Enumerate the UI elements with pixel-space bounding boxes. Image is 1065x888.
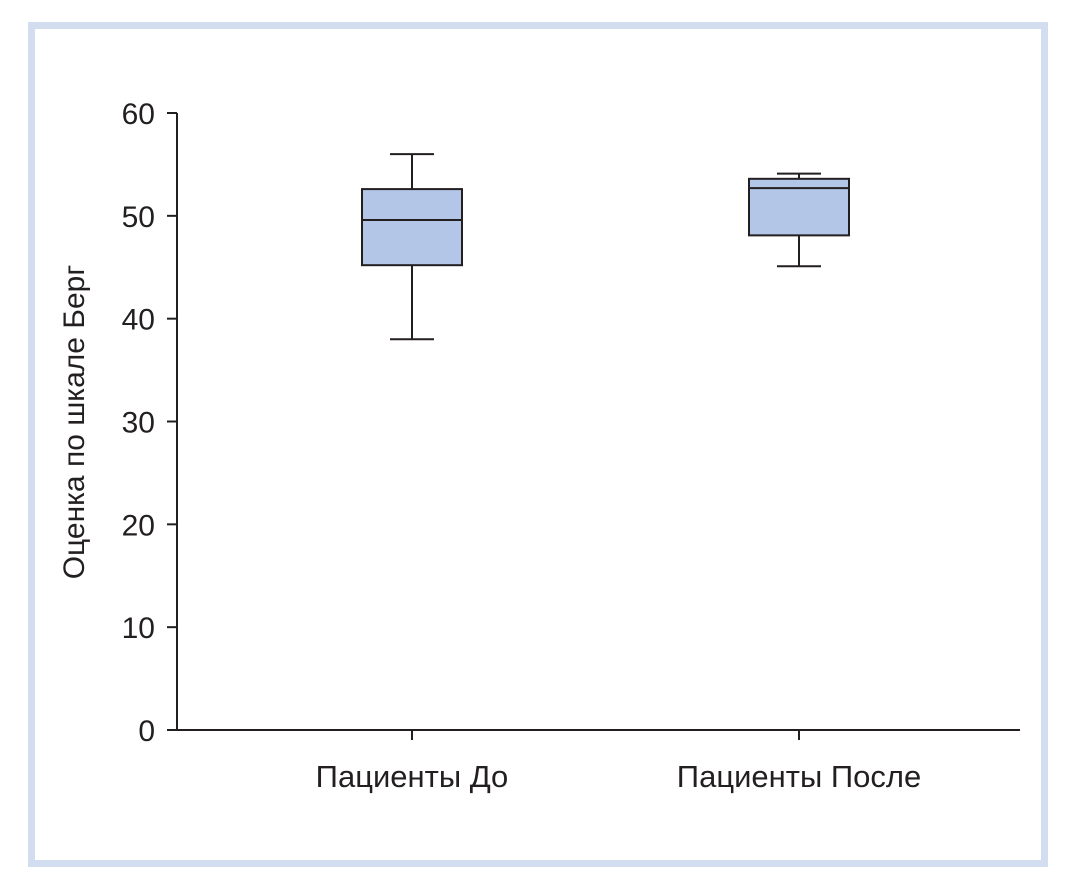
chart-frame [28, 22, 1048, 867]
y-tick-label: 50 [122, 201, 155, 234]
y-tick-label: 30 [122, 407, 155, 440]
axes: 0 10 20 30 40 50 60 [122, 98, 1020, 748]
y-tick-label: 20 [122, 509, 155, 542]
y-tick-label: 10 [122, 612, 155, 645]
iqr-box [361, 188, 463, 267]
y-tick-label: 0 [138, 715, 155, 748]
x-category-label: Пациенты После [677, 759, 921, 794]
y-tick-label: 60 [122, 98, 155, 131]
box-1 [361, 153, 463, 341]
y-axis-title: Оценка по шкале Берг [58, 265, 91, 580]
category-labels: Пациенты До Пациенты После [316, 759, 922, 794]
box-2 [748, 172, 850, 268]
x-category-label: Пациенты До [316, 759, 509, 794]
y-tick-label: 40 [122, 304, 155, 337]
boxes [361, 153, 850, 341]
